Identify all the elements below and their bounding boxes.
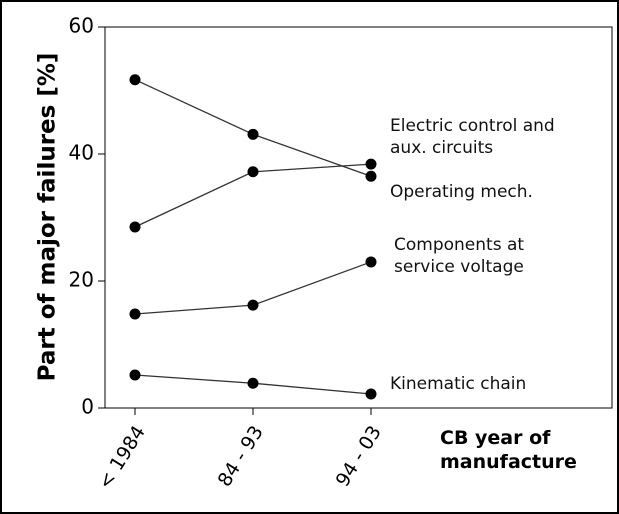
x-tick-label: < 1984 bbox=[94, 422, 150, 493]
marker bbox=[365, 388, 377, 400]
series-label: Electric control and aux. circuits bbox=[390, 116, 555, 158]
marker bbox=[129, 308, 141, 320]
marker bbox=[247, 166, 259, 178]
y-tick-label: 20 bbox=[69, 268, 94, 292]
marker bbox=[129, 221, 141, 233]
marker bbox=[129, 369, 141, 381]
x-tick-label: 94 - 03 bbox=[332, 422, 386, 491]
series-label: Operating mech. bbox=[390, 182, 533, 202]
y-tick-label: 40 bbox=[69, 141, 94, 165]
y-tick-label: 60 bbox=[69, 14, 94, 38]
marker bbox=[365, 170, 377, 182]
x-axis-title: CB year of manufacture bbox=[440, 427, 577, 473]
marker bbox=[247, 128, 259, 140]
series-line bbox=[134, 79, 372, 177]
x-tick-label: 84 - 93 bbox=[214, 422, 268, 491]
plot-frame bbox=[104, 26, 613, 409]
series-label: Kinematic chain bbox=[390, 374, 527, 394]
marker bbox=[129, 74, 141, 86]
marker bbox=[247, 377, 259, 389]
marker bbox=[365, 256, 377, 268]
series-label: Components at service voltage bbox=[394, 235, 525, 277]
marker bbox=[247, 299, 259, 311]
marker bbox=[365, 158, 377, 170]
y-tick-label: 0 bbox=[81, 395, 94, 419]
y-axis-title: Part of major failures [%] bbox=[35, 53, 61, 382]
